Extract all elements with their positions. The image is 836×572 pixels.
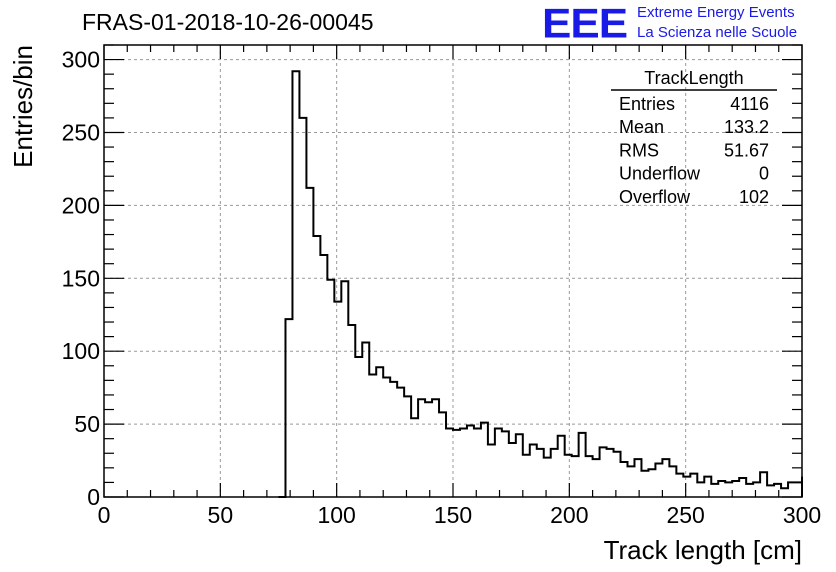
stats-row-value: 0 <box>759 164 769 184</box>
x-tick-label: 150 <box>434 502 472 528</box>
stats-row-label: Entries <box>619 94 675 114</box>
y-tick-label: 200 <box>62 192 100 218</box>
stats-box: TrackLength Entries 4116 Mean 133.2 RMS 51.67 U… <box>611 68 777 207</box>
y-tick-label: 300 <box>62 47 100 73</box>
run-title: FRAS-01-2018-10-26-00045 <box>82 9 374 35</box>
stats-row-label: RMS <box>619 140 659 160</box>
x-axis-label: Track length [cm] <box>604 535 802 565</box>
logo-caption-line1: Extreme Energy Events <box>637 4 795 21</box>
axis-ticks <box>103 44 803 498</box>
y-tick-label: 250 <box>62 119 100 145</box>
logo-caption-line2: La Scienza nelle Scuole <box>637 24 798 41</box>
stats-row-value: 51.67 <box>724 140 769 160</box>
eee-logo: EEE <box>542 0 628 47</box>
x-tick-label: 0 <box>98 502 111 528</box>
x-tick-label: 50 <box>208 502 234 528</box>
x-tick-label: 200 <box>550 502 588 528</box>
x-tick-label: 300 <box>783 502 821 528</box>
tick-labels: 0 50 100 150 200 250 300 0 50 100 150 200 250 300 <box>62 47 822 528</box>
stats-row-label: Overflow <box>619 187 691 207</box>
y-axis-label: Entries/bin <box>8 45 38 168</box>
y-tick-label: 150 <box>62 265 100 291</box>
stats-row-value: 4116 <box>730 94 769 114</box>
x-tick-label: 100 <box>317 502 355 528</box>
y-tick-label: 100 <box>62 338 100 364</box>
y-tick-label: 50 <box>74 411 100 437</box>
histogram-outline <box>278 70 803 498</box>
stats-row-value: 102 <box>739 187 769 207</box>
y-tick-label: 0 <box>87 484 100 510</box>
stats-row-value: 133.2 <box>724 117 769 137</box>
x-tick-label: 250 <box>666 502 704 528</box>
stats-title: TrackLength <box>644 68 743 88</box>
stats-row-label: Mean <box>619 117 664 137</box>
stats-row-label: Underflow <box>619 164 701 184</box>
